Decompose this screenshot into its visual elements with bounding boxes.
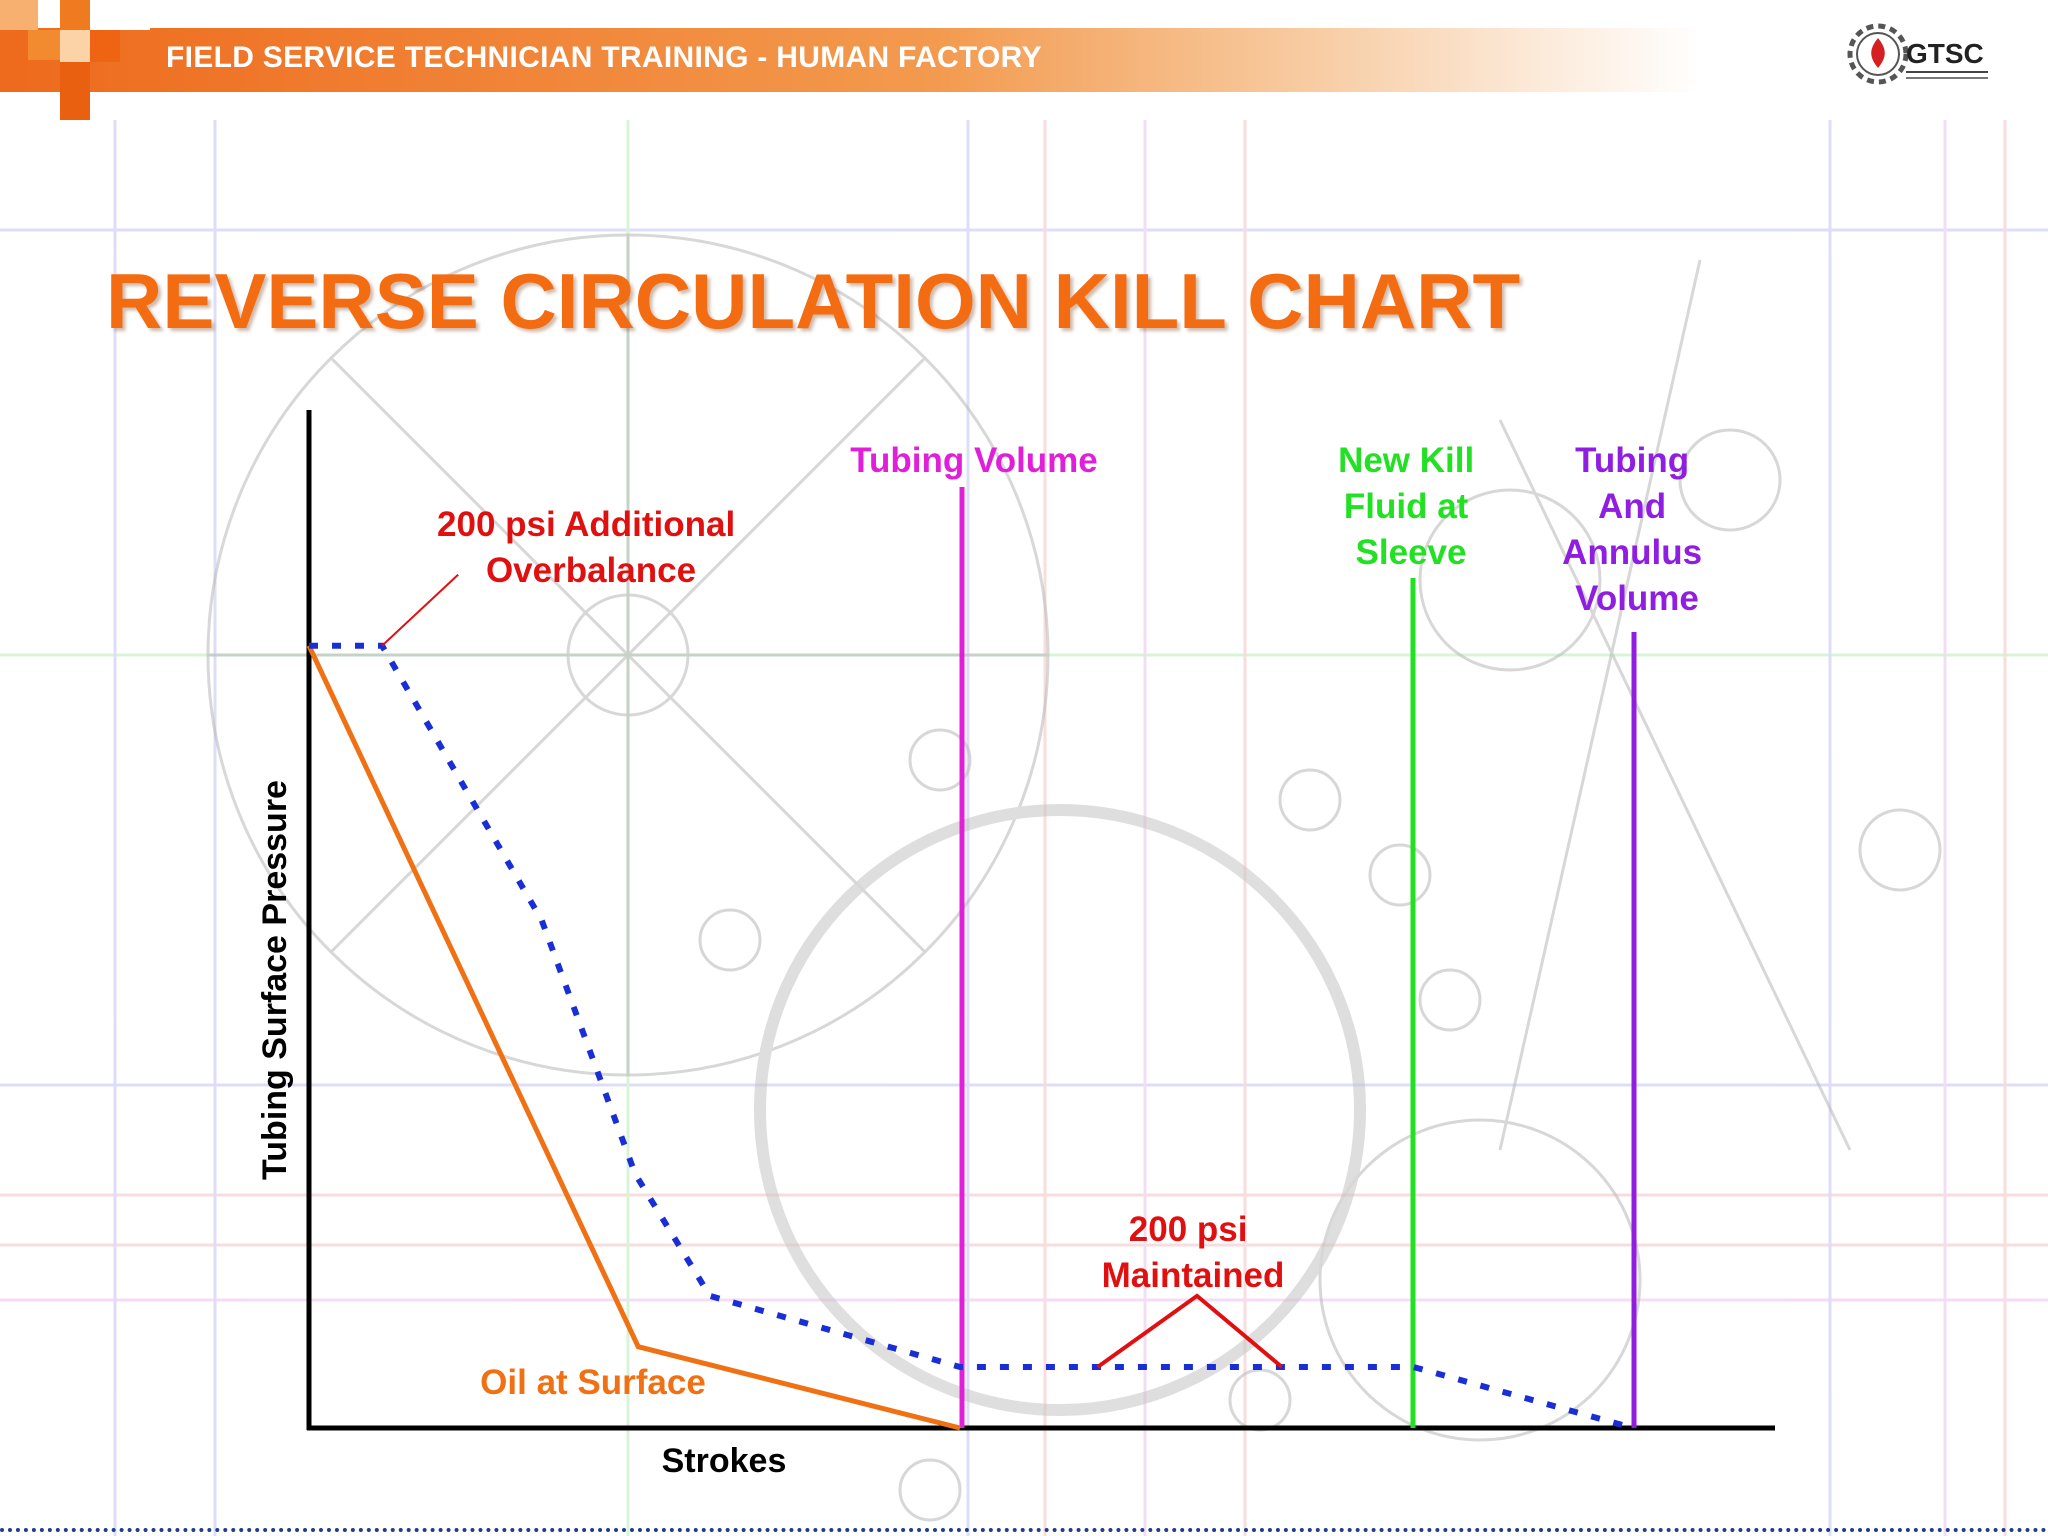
marker-label-line: Sleeve [1356,533,1467,572]
header-square [90,30,120,62]
header-square [60,62,90,120]
slide-title: REVERSE CIRCULATION KILL CHART [106,257,1521,345]
header-title: FIELD SERVICE TECHNICIAN TRAINING - HUMA… [166,41,1042,74]
annotation-line: Overbalance [486,551,696,590]
annotation-line: 200 psi [1129,1210,1248,1249]
annotation-overbalance: 200 psi Additional Overbalance [437,505,745,590]
marker-label-line: Fluid at [1344,487,1469,526]
marker-label-tubing-volume: Tubing Volume [850,441,1098,480]
oil-line [306,644,961,1431]
marker-label-line: Annulus [1562,533,1702,572]
header-square [28,30,60,60]
marker-label-tubing-annulus-volume: Tubing And Annulus Volume [1562,441,1712,618]
bottom-border [0,1528,2048,1532]
annotation-oil-at-surface: Oil at Surface [480,1363,706,1402]
annotation-line: 200 psi Additional [437,505,735,544]
marker-label-line: And [1598,487,1666,526]
marker-label-line: Volume [1575,579,1699,618]
kill-fluid-line [309,642,1634,1431]
header-square [60,0,90,30]
marker-label-line: Tubing [1575,441,1689,480]
logo-text: GTSC [1906,38,1984,69]
company-logo: GTSC [1836,16,1996,90]
y-axis-label: Tubing Surface Pressure [256,780,294,1180]
annotation-line: Maintained [1102,1256,1285,1295]
marker-label-new-kill-fluid: New Kill Fluid at Sleeve [1338,441,1484,572]
annotation-maintained: 200 psi Maintained [1102,1210,1285,1295]
marker-label-line: New Kill [1338,441,1474,480]
maintained-leader [1096,1293,1284,1369]
header-square [0,0,38,30]
gear-icon [1847,23,1909,85]
header-band [0,28,1700,92]
x-axis-label: Strokes [662,1442,787,1480]
overbalance-leader [381,573,459,647]
header-square [60,30,90,62]
header-square [90,0,150,30]
